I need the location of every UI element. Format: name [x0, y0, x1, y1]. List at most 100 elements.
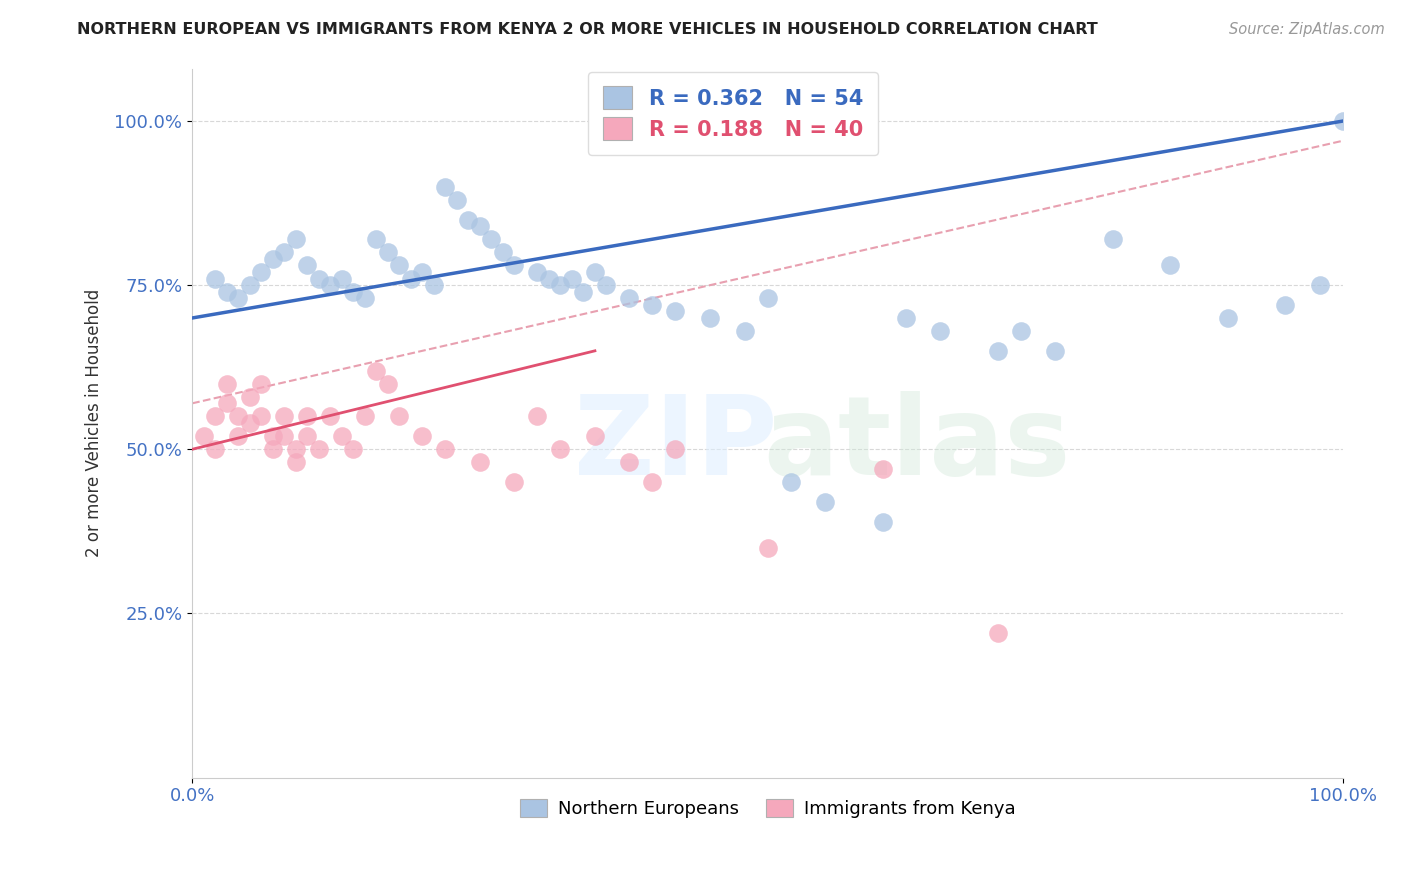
- Point: [872, 515, 894, 529]
- Point: [193, 429, 215, 443]
- Point: [399, 271, 422, 285]
- Point: [619, 291, 641, 305]
- Point: [1010, 324, 1032, 338]
- Point: [734, 324, 756, 338]
- Point: [550, 442, 572, 457]
- Point: [550, 278, 572, 293]
- Point: [273, 429, 295, 443]
- Point: [388, 259, 411, 273]
- Point: [250, 265, 273, 279]
- Point: [319, 278, 342, 293]
- Point: [1331, 114, 1354, 128]
- Text: NORTHERN EUROPEAN VS IMMIGRANTS FROM KENYA 2 OR MORE VEHICLES IN HOUSEHOLD CORRE: NORTHERN EUROPEAN VS IMMIGRANTS FROM KEN…: [77, 22, 1098, 37]
- Point: [297, 259, 319, 273]
- Point: [664, 442, 686, 457]
- Point: [262, 429, 284, 443]
- Point: [250, 376, 273, 391]
- Point: [284, 232, 307, 246]
- Point: [215, 376, 238, 391]
- Point: [664, 304, 686, 318]
- Point: [204, 271, 226, 285]
- Point: [699, 310, 721, 325]
- Point: [308, 271, 330, 285]
- Legend: Northern Europeans, Immigrants from Kenya: Northern Europeans, Immigrants from Keny…: [513, 791, 1022, 825]
- Point: [1159, 259, 1181, 273]
- Point: [284, 455, 307, 469]
- Point: [595, 278, 617, 293]
- Point: [929, 324, 952, 338]
- Point: [366, 363, 388, 377]
- Point: [204, 442, 226, 457]
- Point: [366, 232, 388, 246]
- Point: [434, 179, 457, 194]
- Point: [411, 265, 433, 279]
- Point: [503, 259, 526, 273]
- Point: [239, 390, 262, 404]
- Point: [814, 495, 837, 509]
- Point: [273, 409, 295, 424]
- Point: [1216, 310, 1239, 325]
- Point: [872, 462, 894, 476]
- Point: [526, 409, 548, 424]
- Point: [353, 291, 375, 305]
- Point: [987, 626, 1010, 640]
- Point: [262, 252, 284, 266]
- Point: [297, 409, 319, 424]
- Point: [526, 265, 548, 279]
- Point: [297, 429, 319, 443]
- Point: [204, 409, 226, 424]
- Point: [308, 442, 330, 457]
- Point: [377, 245, 399, 260]
- Point: [262, 442, 284, 457]
- Point: [987, 343, 1010, 358]
- Point: [756, 541, 779, 555]
- Point: [641, 298, 664, 312]
- Point: [492, 245, 515, 260]
- Point: [330, 271, 353, 285]
- Point: [583, 429, 606, 443]
- Point: [411, 429, 433, 443]
- Point: [434, 442, 457, 457]
- Point: [457, 212, 479, 227]
- Point: [503, 475, 526, 490]
- Point: [468, 455, 491, 469]
- Point: [273, 245, 295, 260]
- Point: [388, 409, 411, 424]
- Point: [342, 442, 364, 457]
- Point: [641, 475, 664, 490]
- Point: [239, 278, 262, 293]
- Point: [284, 442, 307, 457]
- Point: [353, 409, 375, 424]
- Point: [619, 455, 641, 469]
- Point: [1274, 298, 1296, 312]
- Point: [479, 232, 502, 246]
- Point: [1045, 343, 1067, 358]
- Text: ZIP: ZIP: [574, 391, 778, 498]
- Point: [226, 409, 249, 424]
- Point: [756, 291, 779, 305]
- Point: [583, 265, 606, 279]
- Point: [226, 291, 249, 305]
- Point: [239, 416, 262, 430]
- Point: [1101, 232, 1123, 246]
- Text: atlas: atlas: [763, 391, 1071, 498]
- Point: [226, 429, 249, 443]
- Point: [572, 285, 595, 299]
- Point: [377, 376, 399, 391]
- Text: Source: ZipAtlas.com: Source: ZipAtlas.com: [1229, 22, 1385, 37]
- Point: [250, 409, 273, 424]
- Point: [779, 475, 801, 490]
- Point: [215, 285, 238, 299]
- Point: [330, 429, 353, 443]
- Point: [319, 409, 342, 424]
- Point: [468, 219, 491, 233]
- Point: [894, 310, 917, 325]
- Y-axis label: 2 or more Vehicles in Household: 2 or more Vehicles in Household: [86, 289, 103, 558]
- Point: [215, 396, 238, 410]
- Point: [423, 278, 446, 293]
- Point: [561, 271, 583, 285]
- Point: [446, 193, 468, 207]
- Point: [1309, 278, 1331, 293]
- Point: [342, 285, 364, 299]
- Point: [537, 271, 560, 285]
